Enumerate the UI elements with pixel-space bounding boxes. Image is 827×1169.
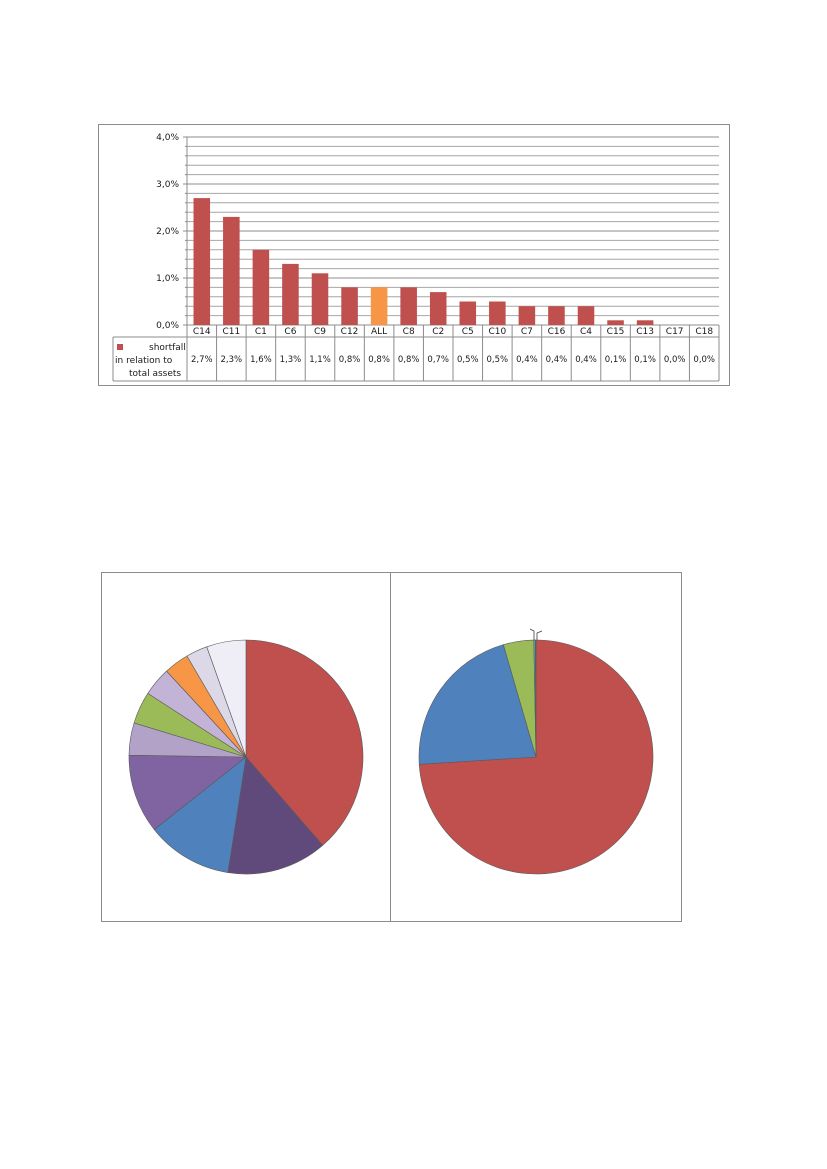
data-label: 0,5% <box>457 355 479 365</box>
bar <box>518 306 536 325</box>
bar <box>607 320 624 325</box>
bar <box>459 301 477 325</box>
bar <box>282 263 299 325</box>
y-tick-label: 0,0% <box>156 321 179 331</box>
data-label: 0,4% <box>546 355 568 365</box>
category-label: C14 <box>193 327 211 337</box>
category-label: ALL <box>371 327 387 337</box>
data-label: 0,0% <box>693 355 715 365</box>
bar-chart: 0,0% 1,0% 2,0% 3,0% 4,0% C14 2,7% C11 2,3% C1 1,6%… <box>112 133 720 382</box>
legend-text-line3: total assets <box>129 369 181 379</box>
bar <box>489 301 506 325</box>
pie-slice <box>206 639 247 758</box>
bar <box>429 292 447 325</box>
bar <box>400 287 417 325</box>
pie-chart-left <box>128 639 364 875</box>
bar <box>370 287 388 325</box>
data-label: 0,8% <box>368 355 390 365</box>
data-label: 2,7% <box>191 355 213 365</box>
leader-line <box>529 628 535 640</box>
category-label: C16 <box>548 327 566 337</box>
category-label: C12 <box>341 327 359 337</box>
data-label: 0,1% <box>634 355 656 365</box>
data-label: 1,3% <box>280 355 302 365</box>
category-label: C8 <box>403 327 415 337</box>
category-label: C9 <box>314 327 326 337</box>
pie-slice <box>418 644 537 765</box>
pie-slice <box>245 639 364 846</box>
bar <box>636 320 654 325</box>
bar <box>223 216 240 325</box>
category-label: C2 <box>432 327 444 337</box>
category-label: C15 <box>607 327 625 337</box>
category-label: C6 <box>284 327 296 337</box>
category-label: C13 <box>636 327 654 337</box>
data-label: 0,8% <box>398 355 420 365</box>
category-label: C18 <box>695 327 713 337</box>
pie-slice <box>128 754 247 830</box>
category-label: C1 <box>255 327 267 337</box>
bar <box>341 287 358 325</box>
legend-text-line1: shortfall <box>149 343 186 353</box>
data-label: 0,1% <box>605 355 627 365</box>
bar <box>193 198 211 325</box>
data-label: 0,5% <box>487 355 509 365</box>
leader-line <box>536 630 543 640</box>
data-label: 0,7% <box>427 355 449 365</box>
category-label: C17 <box>666 327 684 337</box>
y-tick-label: 2,0% <box>156 227 179 237</box>
y-tick-label: 4,0% <box>156 133 179 143</box>
pie-slice <box>227 756 324 875</box>
pie-slice <box>534 639 537 758</box>
pie-chart-right-frame <box>390 572 682 922</box>
y-tick-label: 3,0% <box>156 180 179 190</box>
legend-swatch <box>117 344 123 350</box>
y-tick-label: 1,0% <box>156 274 179 284</box>
pie-chart-left-frame <box>101 572 391 922</box>
category-label: C10 <box>488 327 506 337</box>
pie-slice <box>153 756 247 873</box>
data-label: 0,4% <box>575 355 597 365</box>
pie-chart-right <box>418 628 654 875</box>
legend-text-line2: in relation to <box>115 356 173 366</box>
data-label: 1,1% <box>309 355 331 365</box>
bar <box>577 306 595 325</box>
bar-chart-frame: 0,0% 1,0% 2,0% 3,0% 4,0% C14 2,7% C11 2,3% C1 1,6%… <box>98 124 730 386</box>
bar <box>252 249 270 325</box>
data-label: 2,3% <box>221 355 243 365</box>
category-label: C4 <box>580 327 592 337</box>
category-label: C11 <box>222 327 240 337</box>
data-label: 1,6% <box>250 355 272 365</box>
category-label: C7 <box>521 327 533 337</box>
data-label: 0,8% <box>339 355 361 365</box>
category-label: C5 <box>462 327 474 337</box>
bar <box>311 273 329 325</box>
data-label: 0,0% <box>664 355 686 365</box>
data-label: 0,4% <box>516 355 538 365</box>
bar <box>548 306 565 325</box>
